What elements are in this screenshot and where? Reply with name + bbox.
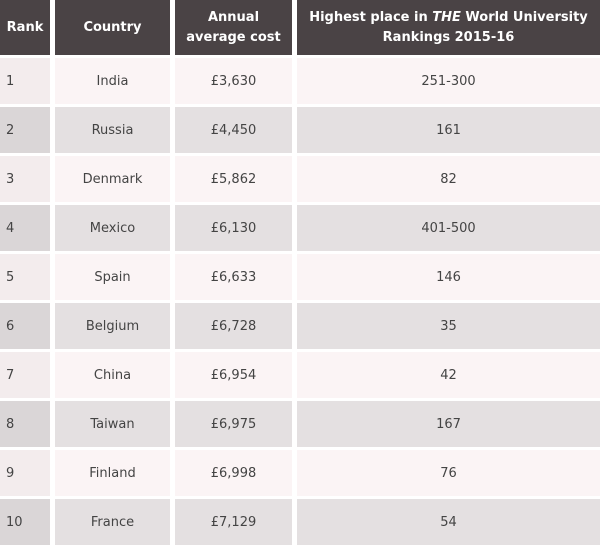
- table-cell: 8: [0, 401, 50, 447]
- header-text: Highest place in: [309, 9, 433, 25]
- table-cell: 4: [0, 205, 50, 251]
- table-cell: 76: [297, 450, 600, 496]
- table-cell: £7,129: [175, 499, 292, 545]
- table-cell: £3,630: [175, 58, 292, 104]
- table-cell: £5,862: [175, 156, 292, 202]
- table-cell: Russia: [55, 107, 170, 153]
- table-cell: 82: [297, 156, 600, 202]
- table-cell: 167: [297, 401, 600, 447]
- table-cell: £6,998: [175, 450, 292, 496]
- header-text: Highest place in THE World University Ra…: [303, 8, 594, 48]
- table-cell: £6,954: [175, 352, 292, 398]
- table-cell: 1: [0, 58, 50, 104]
- table-cell: 9: [0, 450, 50, 496]
- header-italic: THE: [432, 9, 461, 25]
- table-cell: 146: [297, 254, 600, 300]
- table-cell: Belgium: [55, 303, 170, 349]
- table-cell: 35: [297, 303, 600, 349]
- table-cell: 5: [0, 254, 50, 300]
- table-cell: Taiwan: [55, 401, 170, 447]
- table-cell: £6,130: [175, 205, 292, 251]
- table-cell: Spain: [55, 254, 170, 300]
- table-cell: £6,975: [175, 401, 292, 447]
- table-cell: 42: [297, 352, 600, 398]
- table-cell: 7: [0, 352, 50, 398]
- table-cell: 401-500: [297, 205, 600, 251]
- table-cell: 54: [297, 499, 600, 545]
- table-cell: Mexico: [55, 205, 170, 251]
- table-cell: India: [55, 58, 170, 104]
- table-cell: Finland: [55, 450, 170, 496]
- header-cell: Country: [55, 0, 170, 55]
- table-cell: 3: [0, 156, 50, 202]
- table-cell: Denmark: [55, 156, 170, 202]
- table-cell: 6: [0, 303, 50, 349]
- table-cell: France: [55, 499, 170, 545]
- header-cell: Annual average cost: [175, 0, 292, 55]
- header-text: World University Rankings 2015-16: [382, 9, 588, 45]
- header-cell: Rank: [0, 0, 50, 55]
- table-cell: China: [55, 352, 170, 398]
- table-cell: £6,633: [175, 254, 292, 300]
- table-cell: 161: [297, 107, 600, 153]
- table-cell: 10: [0, 499, 50, 545]
- table-cell: 2: [0, 107, 50, 153]
- header-cell: Highest place in THE World University Ra…: [297, 0, 600, 55]
- table-cell: £6,728: [175, 303, 292, 349]
- table-cell: £4,450: [175, 107, 292, 153]
- table-cell: 251-300: [297, 58, 600, 104]
